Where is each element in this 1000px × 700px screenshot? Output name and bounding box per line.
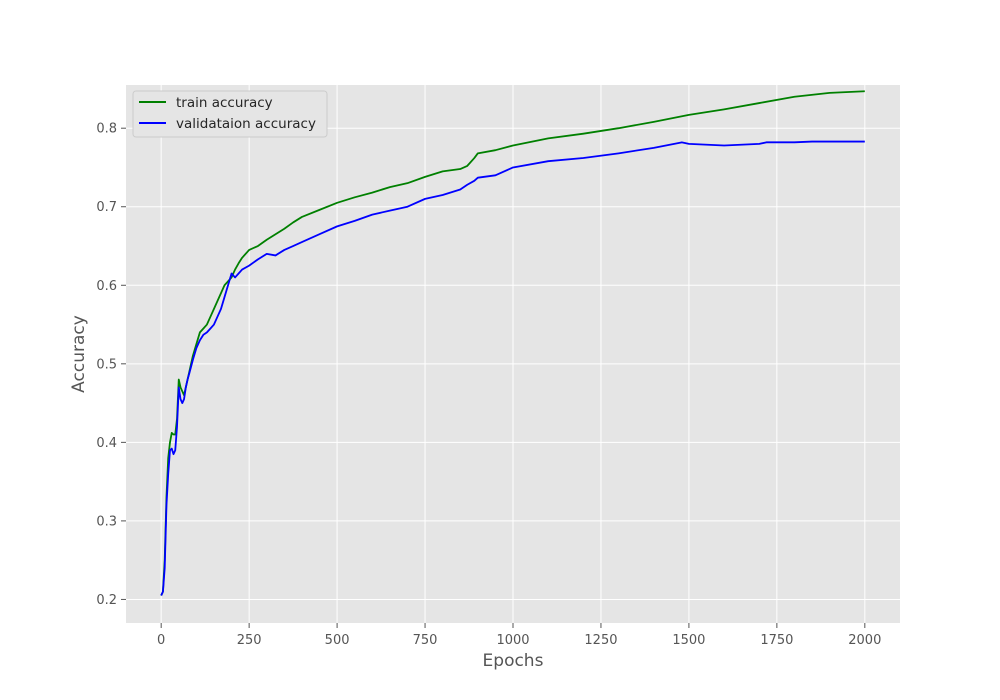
legend-label-validation: validataion accuracy bbox=[176, 116, 316, 132]
y-tick-label: 0.6 bbox=[96, 279, 117, 294]
train-accuracy-line bbox=[160, 90, 865, 596]
grid bbox=[126, 85, 900, 623]
x-tick-label: 1000 bbox=[496, 633, 529, 648]
x-tick-label: 500 bbox=[325, 633, 350, 648]
y-tick-label: 0.4 bbox=[96, 436, 117, 451]
x-tick-label: 1750 bbox=[760, 633, 793, 648]
x-tick-label: 1500 bbox=[672, 633, 705, 648]
x-tick-label: 250 bbox=[237, 633, 262, 648]
x-tick-label: 1250 bbox=[584, 633, 617, 648]
y-tick-label: 0.5 bbox=[96, 357, 117, 372]
y-tick-label: 0.3 bbox=[96, 514, 117, 529]
validation-accuracy-line bbox=[160, 140, 865, 596]
x-tick-label: 2000 bbox=[848, 633, 881, 648]
x-axis-ticks: 0 250 500 750 1000 1250 1500 1750 2000 bbox=[157, 623, 881, 648]
legend-box bbox=[132, 90, 328, 138]
y-axis-title: Accuracy bbox=[69, 315, 89, 393]
x-tick-label: 750 bbox=[413, 633, 438, 648]
y-axis-ticks: 0.2 0.3 0.4 0.5 0.6 0.7 0.8 bbox=[96, 122, 126, 608]
y-tick-label: 0.8 bbox=[96, 122, 117, 137]
y-tick-label: 0.7 bbox=[96, 200, 117, 215]
series-layer bbox=[160, 90, 865, 596]
y-tick-label: 0.2 bbox=[96, 593, 117, 608]
x-tick-label: 0 bbox=[157, 633, 165, 648]
legend: train accuracy validataion accuracy bbox=[132, 90, 328, 138]
x-axis-title: Epochs bbox=[483, 651, 544, 671]
legend-label-train: train accuracy bbox=[176, 95, 273, 111]
